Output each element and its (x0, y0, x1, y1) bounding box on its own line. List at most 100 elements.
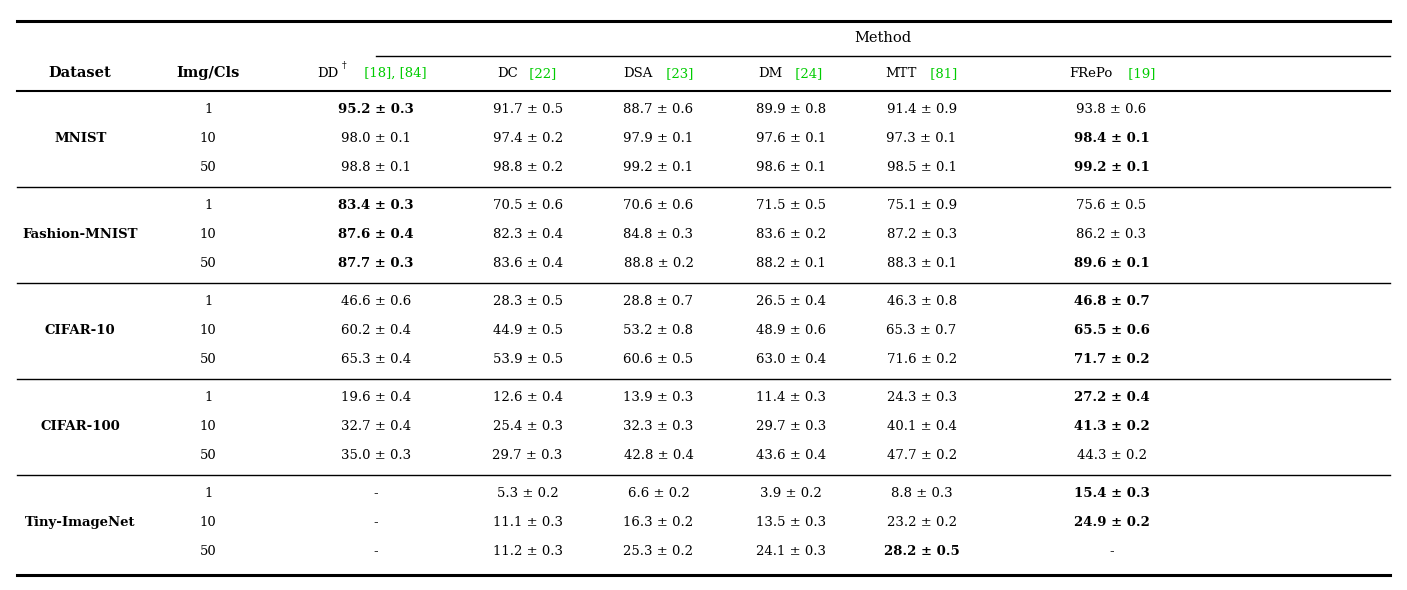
Text: DC: DC (497, 67, 518, 80)
Text: 98.8 ± 0.1: 98.8 ± 0.1 (340, 161, 411, 174)
Text: 26.5 ± 0.4: 26.5 ± 0.4 (756, 296, 826, 309)
Text: [23]: [23] (661, 67, 694, 80)
Text: 5.3 ± 0.2: 5.3 ± 0.2 (497, 487, 559, 500)
Text: 89.9 ± 0.8: 89.9 ± 0.8 (756, 103, 826, 116)
Text: 88.3 ± 0.1: 88.3 ± 0.1 (886, 257, 957, 270)
Text: 97.6 ± 0.1: 97.6 ± 0.1 (756, 132, 826, 145)
Text: 71.7 ± 0.2: 71.7 ± 0.2 (1074, 353, 1150, 366)
Text: 70.6 ± 0.6: 70.6 ± 0.6 (623, 199, 694, 212)
Text: 75.1 ± 0.9: 75.1 ± 0.9 (886, 199, 957, 212)
Text: 99.2 ± 0.1: 99.2 ± 0.1 (1074, 161, 1150, 174)
Text: 24.9 ± 0.2: 24.9 ± 0.2 (1074, 516, 1150, 529)
Text: 10: 10 (200, 228, 217, 241)
Text: Fashion-MNIST: Fashion-MNIST (23, 228, 138, 241)
Text: 98.8 ± 0.2: 98.8 ± 0.2 (492, 161, 563, 174)
Text: [22]: [22] (525, 67, 557, 80)
Text: -: - (373, 487, 378, 500)
Text: 46.3 ± 0.8: 46.3 ± 0.8 (886, 296, 957, 309)
Text: 98.0 ± 0.1: 98.0 ± 0.1 (340, 132, 411, 145)
Text: 98.5 ± 0.1: 98.5 ± 0.1 (886, 161, 957, 174)
Text: 42.8 ± 0.4: 42.8 ± 0.4 (623, 449, 694, 462)
Text: 1: 1 (204, 296, 212, 309)
Text: 28.2 ± 0.5: 28.2 ± 0.5 (884, 545, 960, 558)
Text: DSA: DSA (623, 67, 653, 80)
Text: 44.3 ± 0.2: 44.3 ± 0.2 (1076, 449, 1147, 462)
Text: 87.7 ± 0.3: 87.7 ± 0.3 (338, 257, 414, 270)
Text: 53.9 ± 0.5: 53.9 ± 0.5 (492, 353, 563, 366)
Text: MNIST: MNIST (53, 132, 107, 145)
Text: 25.3 ± 0.2: 25.3 ± 0.2 (623, 545, 694, 558)
Text: 11.4 ± 0.3: 11.4 ± 0.3 (756, 391, 826, 404)
Text: [81]: [81] (926, 67, 957, 80)
Text: 28.3 ± 0.5: 28.3 ± 0.5 (492, 296, 563, 309)
Text: 99.2 ± 0.1: 99.2 ± 0.1 (623, 161, 694, 174)
Text: 40.1 ± 0.4: 40.1 ± 0.4 (886, 420, 957, 433)
Text: -: - (373, 545, 378, 558)
Text: 97.3 ± 0.1: 97.3 ± 0.1 (886, 132, 957, 145)
Text: [18], [84]: [18], [84] (360, 67, 428, 80)
Text: DM: DM (758, 67, 782, 80)
Text: -: - (1109, 545, 1114, 558)
Text: 44.9 ± 0.5: 44.9 ± 0.5 (492, 324, 563, 337)
Text: 89.6 ± 0.1: 89.6 ± 0.1 (1074, 257, 1150, 270)
Text: 60.6 ± 0.5: 60.6 ± 0.5 (623, 353, 694, 366)
Text: 83.6 ± 0.2: 83.6 ± 0.2 (756, 228, 826, 241)
Text: 27.2 ± 0.4: 27.2 ± 0.4 (1074, 391, 1150, 404)
Text: 3.9 ± 0.2: 3.9 ± 0.2 (760, 487, 822, 500)
Text: 29.7 ± 0.3: 29.7 ± 0.3 (492, 449, 563, 462)
Text: 29.7 ± 0.3: 29.7 ± 0.3 (756, 420, 826, 433)
Text: Tiny-ImageNet: Tiny-ImageNet (25, 516, 135, 529)
Text: 47.7 ± 0.2: 47.7 ± 0.2 (886, 449, 957, 462)
Text: 8.8 ± 0.3: 8.8 ± 0.3 (891, 487, 953, 500)
Text: 24.1 ± 0.3: 24.1 ± 0.3 (756, 545, 826, 558)
Text: 32.3 ± 0.3: 32.3 ± 0.3 (623, 420, 694, 433)
Text: Method: Method (854, 31, 912, 45)
Text: 10: 10 (200, 132, 217, 145)
Text: 91.7 ± 0.5: 91.7 ± 0.5 (492, 103, 563, 116)
Text: 65.5 ± 0.6: 65.5 ± 0.6 (1074, 324, 1150, 337)
Text: 65.3 ± 0.4: 65.3 ± 0.4 (340, 353, 411, 366)
Text: 46.6 ± 0.6: 46.6 ± 0.6 (340, 296, 411, 309)
Text: Img/Cls: Img/Cls (176, 66, 241, 80)
Text: 41.3 ± 0.2: 41.3 ± 0.2 (1074, 420, 1150, 433)
Text: 71.6 ± 0.2: 71.6 ± 0.2 (886, 353, 957, 366)
Text: 32.7 ± 0.4: 32.7 ± 0.4 (340, 420, 411, 433)
Text: CIFAR-100: CIFAR-100 (41, 420, 120, 433)
Text: 82.3 ± 0.4: 82.3 ± 0.4 (492, 228, 563, 241)
Text: 60.2 ± 0.4: 60.2 ± 0.4 (340, 324, 411, 337)
Text: DD: DD (318, 67, 339, 80)
Text: 10: 10 (200, 324, 217, 337)
Text: 71.5 ± 0.5: 71.5 ± 0.5 (756, 199, 826, 212)
Text: 63.0 ± 0.4: 63.0 ± 0.4 (756, 353, 826, 366)
Text: 43.6 ± 0.4: 43.6 ± 0.4 (756, 449, 826, 462)
Text: 87.2 ± 0.3: 87.2 ± 0.3 (886, 228, 957, 241)
Text: 75.6 ± 0.5: 75.6 ± 0.5 (1076, 199, 1147, 212)
Text: 1: 1 (204, 391, 212, 404)
Text: 11.1 ± 0.3: 11.1 ± 0.3 (492, 516, 563, 529)
Text: 93.8 ± 0.6: 93.8 ± 0.6 (1076, 103, 1147, 116)
Text: 25.4 ± 0.3: 25.4 ± 0.3 (492, 420, 563, 433)
Text: 6.6 ± 0.2: 6.6 ± 0.2 (628, 487, 689, 500)
Text: MTT: MTT (886, 67, 917, 80)
Text: 50: 50 (200, 449, 217, 462)
Text: 65.3 ± 0.7: 65.3 ± 0.7 (886, 324, 957, 337)
Text: 50: 50 (200, 161, 217, 174)
Text: -: - (373, 516, 378, 529)
Text: 86.2 ± 0.3: 86.2 ± 0.3 (1076, 228, 1147, 241)
Text: 13.9 ± 0.3: 13.9 ± 0.3 (623, 391, 694, 404)
Text: 1: 1 (204, 487, 212, 500)
Text: 35.0 ± 0.3: 35.0 ± 0.3 (340, 449, 411, 462)
Text: 98.6 ± 0.1: 98.6 ± 0.1 (756, 161, 826, 174)
Text: 53.2 ± 0.8: 53.2 ± 0.8 (623, 324, 694, 337)
Text: [24]: [24] (791, 67, 822, 80)
Text: 1: 1 (204, 103, 212, 116)
Text: 87.6 ± 0.4: 87.6 ± 0.4 (338, 228, 414, 241)
Text: FRePo: FRePo (1069, 67, 1113, 80)
Text: 10: 10 (200, 516, 217, 529)
Text: 46.8 ± 0.7: 46.8 ± 0.7 (1074, 296, 1150, 309)
Text: 23.2 ± 0.2: 23.2 ± 0.2 (886, 516, 957, 529)
Text: 11.2 ± 0.3: 11.2 ± 0.3 (492, 545, 563, 558)
Text: †: † (342, 61, 346, 70)
Text: 88.2 ± 0.1: 88.2 ± 0.1 (756, 257, 826, 270)
Text: Dataset: Dataset (49, 66, 111, 80)
